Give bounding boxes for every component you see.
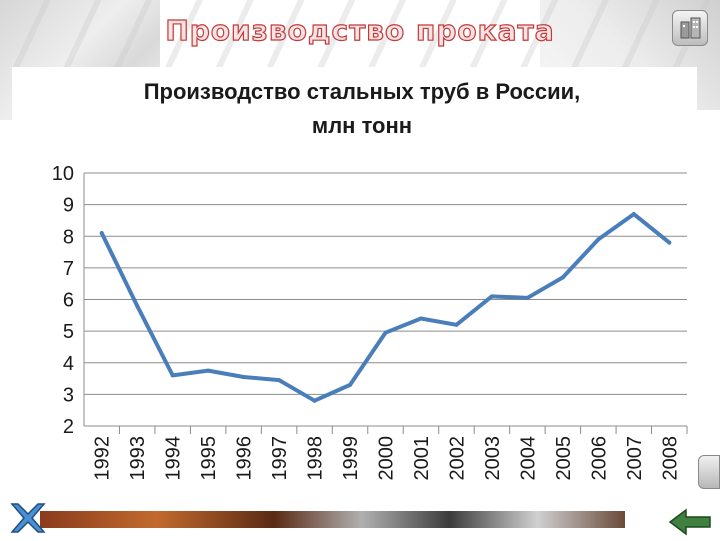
data-point [525, 295, 530, 300]
x-axis-ticks: 1992 1993 1994 1995 1996 1997 1998 1999 2000 2001… [92, 436, 682, 481]
data-point [667, 240, 672, 245]
y-tick-label: 10 [52, 163, 74, 185]
data-point [348, 382, 353, 387]
x-tick-label: 2008 [659, 436, 681, 481]
y-axis-ticks: 2 3 4 5 6 7 8 9 10 [52, 163, 74, 438]
y-tick-label: 5 [63, 321, 74, 343]
y-tick-label: 6 [63, 290, 74, 312]
slide-title: Производство проката [165, 13, 555, 47]
data-point [99, 231, 104, 236]
data-point [135, 303, 140, 308]
data-point [277, 378, 282, 383]
x-tick-label: 1999 [340, 436, 362, 481]
line-chart: Производство стальных труб в России, млн… [52, 79, 688, 481]
data-point [631, 212, 636, 217]
chart-panel: Производство стальных труб в России, млн… [12, 67, 697, 511]
chart-subtitle: млн тонн [312, 113, 412, 138]
x-tick-label: 1994 [163, 436, 185, 481]
x-tick-label: 2003 [482, 436, 504, 481]
data-point [418, 316, 423, 321]
series-line [99, 212, 672, 403]
x-tick-label: 2005 [553, 436, 575, 481]
data-point [383, 330, 388, 335]
data-point [312, 398, 317, 403]
data-point [241, 374, 246, 379]
back-arrow-icon[interactable] [668, 508, 712, 536]
data-point [489, 294, 494, 299]
background-stripes [0, 0, 720, 70]
close-x-icon[interactable] [8, 500, 48, 536]
x-tick-label: 1997 [269, 436, 291, 481]
y-tick-label: 2 [63, 416, 74, 438]
x-tick-label: 1992 [92, 436, 114, 481]
side-tab[interactable] [698, 455, 720, 489]
x-tick-label: 2002 [446, 436, 468, 481]
data-point [170, 373, 175, 378]
data-point [596, 237, 601, 242]
series-layer [99, 212, 672, 403]
chart-title: Производство стальных труб в России, [144, 79, 581, 104]
y-tick-label: 3 [63, 384, 74, 406]
data-point [454, 322, 459, 327]
data-point [560, 275, 565, 280]
grid-lines [83, 172, 688, 434]
x-tick-label: 1998 [305, 436, 327, 481]
x-tick-label: 2006 [588, 436, 610, 481]
x-tick-label: 2007 [624, 436, 646, 481]
data-point [206, 368, 211, 373]
x-tick-label: 2001 [411, 436, 433, 481]
y-tick-label: 7 [63, 258, 74, 280]
x-tick-label: 1995 [198, 436, 220, 481]
photo-strip [40, 508, 625, 528]
y-tick-label: 9 [63, 195, 74, 217]
y-tick-label: 8 [63, 226, 74, 248]
x-tick-label: 1996 [234, 436, 256, 481]
home-icon[interactable] [672, 10, 708, 46]
x-tick-label: 2000 [376, 436, 398, 481]
x-tick-label: 1993 [127, 436, 149, 481]
x-tick-label: 2004 [517, 436, 539, 481]
y-tick-label: 4 [63, 353, 74, 375]
